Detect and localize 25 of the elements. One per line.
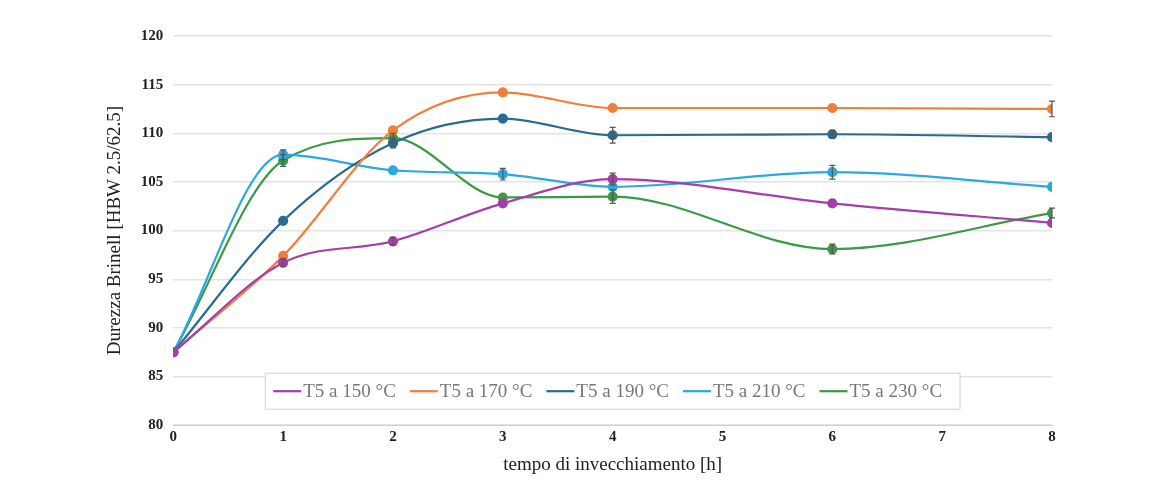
y-tick-label: 120 (140, 26, 164, 43)
legend-label: T5 a 150 °C (303, 380, 396, 402)
y-tick-label: 105 (140, 172, 164, 189)
legend-label: T5 a 230 °C (849, 380, 943, 402)
x-tick-label: 3 (499, 428, 507, 445)
y-tick-label: 95 (148, 270, 164, 287)
x-tick-label: 5 (718, 428, 727, 445)
x-tick-label: 6 (828, 428, 837, 445)
y-tick-label: 90 (148, 318, 164, 335)
x-tick-label: 4 (608, 428, 617, 445)
x-tick-label: 8 (1048, 428, 1056, 445)
x-axis-title: tempo di invecchiamento [h] (503, 452, 723, 474)
x-tick-label: 2 (389, 428, 397, 445)
x-tick-label: 7 (938, 428, 947, 445)
x-tick-label: 1 (279, 428, 287, 445)
legend-label: T5 a 190 °C (576, 380, 669, 402)
y-tick-label: 100 (140, 221, 164, 238)
y-tick-label: 85 (148, 367, 164, 384)
y-tick-label: 110 (141, 124, 164, 141)
legend-label: T5 a 210 °C (712, 380, 806, 402)
x-tick-label: 0 (169, 428, 178, 445)
legend-label: T5 a 170 °C (439, 380, 533, 402)
y-axis-title: Durezza Brinell [HBW 2.5/62.5] (103, 105, 125, 356)
y-tick-label: 115 (141, 75, 164, 92)
y-tick-label: 80 (148, 416, 164, 433)
